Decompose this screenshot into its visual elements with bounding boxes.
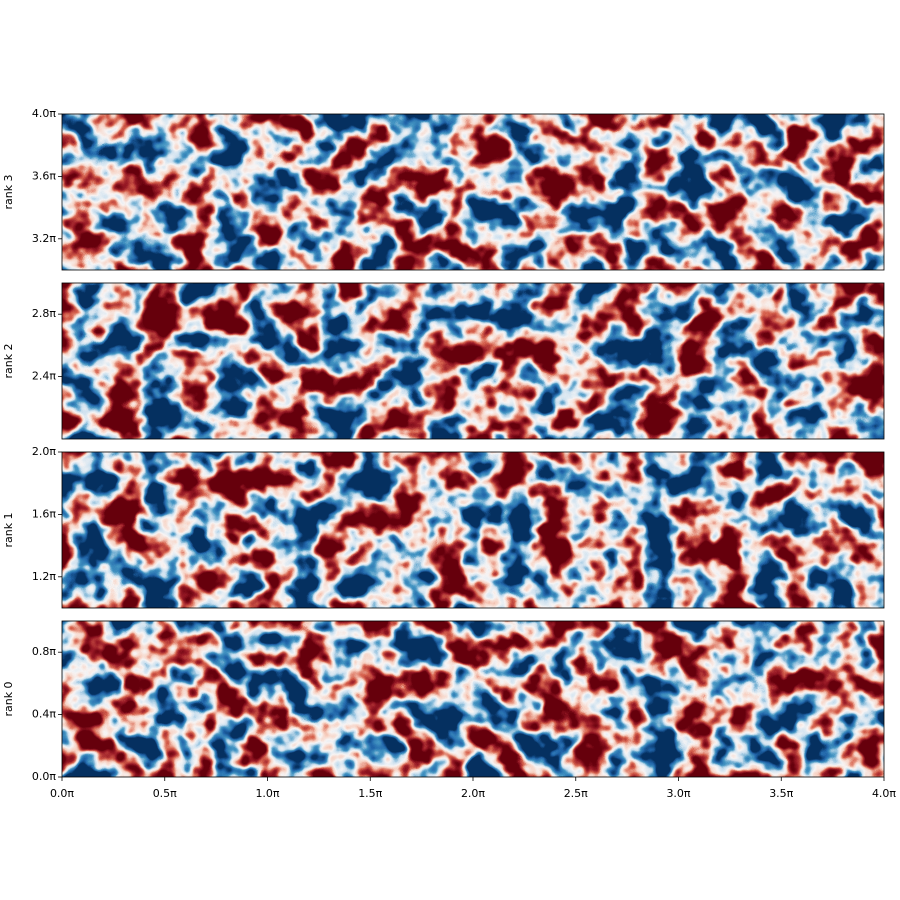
panel-frame <box>61 113 885 271</box>
y-tick-label: 1.6π <box>32 507 56 520</box>
y-axis-label: rank 0 <box>2 681 15 716</box>
y-tick-label: 2.4π <box>32 370 56 383</box>
y-axis-label: rank 3 <box>2 174 15 209</box>
y-tick-label: 2.0π <box>32 445 56 458</box>
x-tick-label: 3.5π <box>769 787 793 800</box>
x-tick-label: 4.0π <box>872 787 896 800</box>
vorticity-field <box>62 452 884 608</box>
y-tick-label: 0.8π <box>32 645 56 658</box>
y-tick-label: 3.6π <box>32 169 56 182</box>
y-tick-label: 2.8π <box>32 307 56 320</box>
y-tick-label: 0.4π <box>32 708 56 721</box>
x-tick-label: 0.5π <box>153 787 177 800</box>
x-tick-label: 2.5π <box>564 787 588 800</box>
x-tick-label: 3.0π <box>666 787 690 800</box>
y-tick-label: 1.2π <box>32 570 56 583</box>
y-axis-label: rank 1 <box>2 512 15 547</box>
panel-frame <box>61 451 885 609</box>
panel-frame <box>61 282 885 440</box>
y-tick-label: 3.2π <box>32 232 56 245</box>
x-tick-label: 0.0π <box>50 787 74 800</box>
x-tick-label: 2.0π <box>461 787 485 800</box>
y-tick-label: 0.0π <box>32 770 56 783</box>
y-axis-label: rank 2 <box>2 343 15 378</box>
vorticity-field <box>62 114 884 270</box>
vorticity-field <box>62 283 884 439</box>
x-tick-label: 1.5π <box>358 787 382 800</box>
x-tick-label: 1.0π <box>255 787 279 800</box>
y-tick-label: 4.0π <box>32 107 56 120</box>
vorticity-field <box>62 621 884 777</box>
